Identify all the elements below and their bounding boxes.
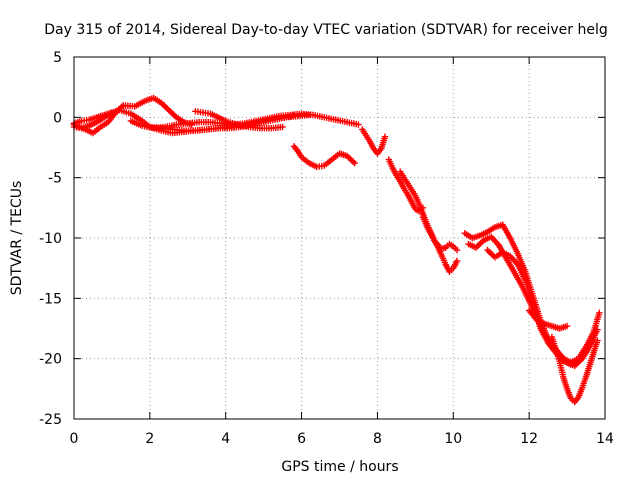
data-point	[453, 257, 461, 265]
data-point	[594, 326, 601, 333]
y-axis-label: SDTVAR / TECUs	[9, 181, 25, 296]
y-tick-label: 0	[53, 110, 62, 126]
x-tick-label: 4	[221, 431, 230, 447]
y-tick-label: -15	[39, 291, 62, 307]
series-arc6	[146, 111, 313, 134]
y-tick-label: -20	[39, 352, 62, 368]
series-arc14	[484, 246, 597, 368]
series-arc3	[70, 109, 116, 132]
x-tick-label: 2	[145, 431, 154, 447]
series-arc5	[192, 108, 286, 132]
x-axis-label: GPS time / hours	[281, 459, 398, 475]
data-point	[453, 246, 461, 254]
data-point	[279, 123, 286, 131]
data-layer	[70, 94, 603, 406]
y-tick-label: 5	[53, 50, 62, 66]
data-point	[355, 121, 362, 128]
series-arc9	[385, 156, 427, 215]
data-point	[594, 337, 601, 344]
y-tick-label: -25	[39, 412, 62, 428]
data-point	[563, 322, 571, 330]
series-arc7	[290, 143, 358, 171]
axis-ticks	[73, 56, 606, 420]
series-arc16	[548, 333, 601, 406]
data-point	[590, 331, 597, 338]
chart-title: Day 315 of 2014, Sidereal Day-to-day VTE…	[44, 22, 607, 38]
data-point	[596, 309, 603, 317]
series-arc8	[359, 126, 389, 157]
x-tick-label: 0	[70, 431, 79, 447]
y-tick-label: -5	[48, 171, 62, 187]
series-arc11	[419, 214, 461, 254]
tick-labels: 0 2 4 6 8 10 12 14 5 0 -5 -10 -15 -20 -25	[39, 50, 614, 447]
x-tick-label: 6	[297, 431, 306, 447]
data-point	[381, 133, 389, 140]
x-tick-label: 14	[596, 431, 614, 447]
data-point	[305, 111, 313, 119]
grid	[74, 57, 605, 419]
x-tick-label: 12	[520, 431, 538, 447]
data-point	[108, 109, 116, 116]
x-tick-label: 8	[373, 431, 382, 447]
y-tick-label: -10	[39, 231, 62, 247]
data-point	[351, 159, 358, 167]
x-tick-label: 10	[444, 431, 462, 447]
series-arc15	[525, 307, 571, 332]
